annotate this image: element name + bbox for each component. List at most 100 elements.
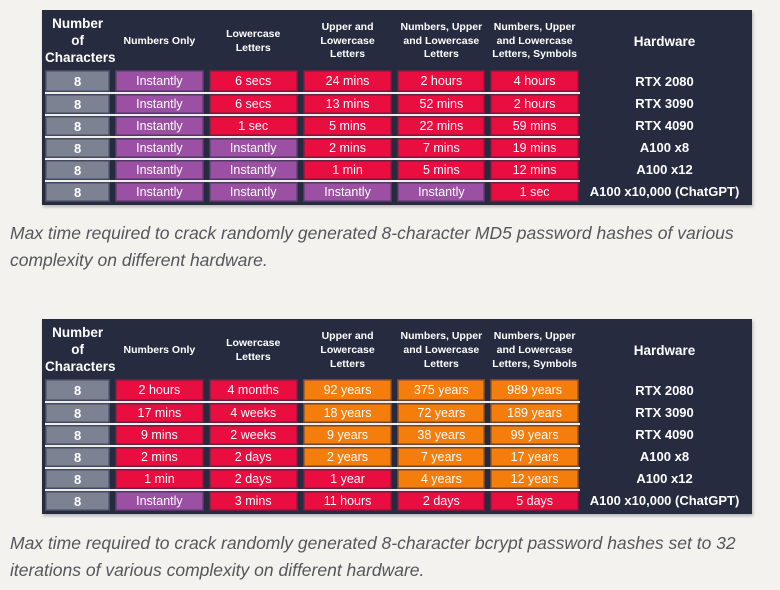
table-row: 8 Instantly Instantly 2 mins 7 mins 19 mins A1… <box>45 136 749 158</box>
time-cell: 2 days <box>208 469 298 490</box>
num-chars-cell: 8 <box>45 138 111 158</box>
time-cell: Instantly <box>302 182 393 202</box>
time-cell: 2 hours <box>397 70 486 92</box>
num-chars-cell: 8 <box>45 379 111 402</box>
time-cell: 5 mins <box>302 116 393 136</box>
header-cell: Number of Characters <box>45 325 116 375</box>
header-cell: Lowercase Letters <box>226 27 281 54</box>
time-cell: 17 mins <box>115 403 204 424</box>
time-cell: 989 years <box>490 379 579 402</box>
table-row: 8 Instantly 6 secs 13 mins 52 mins 2 hours RTX… <box>45 92 749 114</box>
time-cell: 12 years <box>490 469 579 490</box>
hardware-cell: A100 x8 <box>639 448 690 464</box>
time-cell: 7 years <box>397 447 486 468</box>
time-cell: 99 years <box>490 425 579 446</box>
row-cells: 8 Instantly 3 mins 11 hours 2 days 5 days <box>45 489 581 512</box>
hardware-cell: A100 x10,000 (ChatGPT) <box>589 492 740 508</box>
time-cell: 2 hours <box>490 94 579 114</box>
time-cell: Instantly <box>115 182 204 202</box>
time-cell: 2 mins <box>302 138 393 158</box>
time-cell: 1 sec <box>490 182 579 202</box>
hardware-cell: RTX 3090 <box>635 95 694 111</box>
hardware-cell: RTX 3090 <box>635 404 694 420</box>
time-cell: Instantly <box>115 70 204 92</box>
table-header-row: Number of Characters Numbers Only Lowercas… <box>45 322 749 379</box>
num-chars-cell: 8 <box>45 425 111 446</box>
num-chars-cell: 8 <box>45 469 111 490</box>
time-cell: 2 hours <box>115 379 204 402</box>
time-cell: Instantly <box>115 94 204 114</box>
time-cell: 4 weeks <box>208 403 298 424</box>
time-cell: 3 mins <box>208 491 298 512</box>
time-cell: 5 days <box>490 491 579 512</box>
time-cell: 19 mins <box>490 138 579 158</box>
header-cell: Numbers, Upper and Lowercase Letters <box>400 330 483 370</box>
header-cell: Numbers, Upper and Lowercase Letters, Sy… <box>492 21 577 61</box>
time-cell: 38 years <box>397 425 486 446</box>
header-cell: Numbers Only <box>123 34 196 47</box>
row-cells: 8 Instantly 6 secs 24 mins 2 hours 4 hours <box>45 70 580 92</box>
num-chars-cell: 8 <box>45 94 111 114</box>
time-cell: 1 year <box>302 469 393 490</box>
time-cell: 24 mins <box>302 70 393 92</box>
row-cells: 8 Instantly Instantly 1 min 5 mins 12 mins <box>45 158 581 180</box>
time-cell: 1 sec <box>208 116 298 136</box>
table-row: 8 17 mins 4 weeks 18 years 72 years 189 years… <box>45 401 749 424</box>
time-cell: 4 hours <box>490 70 579 92</box>
time-cell: 13 mins <box>302 94 393 114</box>
hardware-cell: RTX 4090 <box>635 426 694 442</box>
row-cells: 8 Instantly Instantly Instantly Instantly 1 s… <box>45 180 581 202</box>
time-cell: Instantly <box>208 160 298 180</box>
header-cell: Numbers Only <box>123 343 196 356</box>
time-cell: 189 years <box>490 403 579 424</box>
time-cell: 1 min <box>115 469 204 490</box>
table-row: 8 Instantly 3 mins 11 hours 2 days 5 days A100… <box>45 489 749 512</box>
table-header-row: Number of Characters Numbers Only Lowercas… <box>45 13 749 70</box>
row-cells: 8 Instantly Instantly 2 mins 7 mins 19 mins <box>45 136 581 158</box>
num-chars-cell: 8 <box>45 491 111 512</box>
time-cell: 9 years <box>302 425 393 446</box>
md5-table-caption: Max time required to crack randomly gene… <box>10 223 734 270</box>
num-chars-cell: 8 <box>45 182 111 202</box>
table-row: 8 Instantly Instantly Instantly Instantly 1 s… <box>45 180 749 202</box>
time-cell: 18 years <box>302 403 393 424</box>
time-cell: Instantly <box>208 138 298 158</box>
row-cells: 8 17 mins 4 weeks 18 years 72 years 189 years <box>45 401 581 424</box>
num-chars-cell: 8 <box>45 160 111 180</box>
time-cell: 52 mins <box>397 94 486 114</box>
time-cell: 2 days <box>397 491 486 512</box>
time-cell: 375 years <box>397 379 486 402</box>
header-cell: Lowercase Letters <box>226 337 281 363</box>
num-chars-cell: 8 <box>45 447 111 468</box>
table-row: 8 Instantly 6 secs 24 mins 2 hours 4 hours RTX… <box>45 70 749 92</box>
time-cell: 92 years <box>302 379 393 402</box>
time-cell: 2 days <box>208 447 298 468</box>
hardware-cell: RTX 2080 <box>635 73 694 89</box>
num-chars-cell: 8 <box>45 116 111 136</box>
bcrypt-crack-time-table: Number of Characters Numbers Only Lowercas… <box>42 319 752 515</box>
row-cells: 8 Instantly 6 secs 13 mins 52 mins 2 hours <box>45 92 581 114</box>
time-cell: 2 weeks <box>208 425 298 446</box>
time-cell: Instantly <box>115 491 204 512</box>
time-cell: 9 mins <box>115 425 204 446</box>
time-cell: 2 years <box>302 447 393 468</box>
time-cell: 72 years <box>397 403 486 424</box>
hardware-cell: RTX 4090 <box>635 117 694 133</box>
header-cells: Number of Characters Numbers Only Lowercas… <box>45 13 580 70</box>
time-cell: 5 mins <box>397 160 486 180</box>
time-cell: Instantly <box>115 138 204 158</box>
hardware-cell: A100 x12 <box>636 470 693 486</box>
hardware-cell: A100 x12 <box>636 161 693 177</box>
hardware-cell: RTX 2080 <box>635 382 694 398</box>
header-cell-hardware: Hardware <box>633 34 696 49</box>
num-chars-cell: 8 <box>45 403 111 424</box>
header-cells: Number of Characters Numbers Only Lowercas… <box>45 322 580 379</box>
md5-crack-time-table: Number of Characters Numbers Only Lowercas… <box>42 10 752 205</box>
table-row: 8 Instantly Instantly 1 min 5 mins 12 mins A10… <box>45 158 749 180</box>
